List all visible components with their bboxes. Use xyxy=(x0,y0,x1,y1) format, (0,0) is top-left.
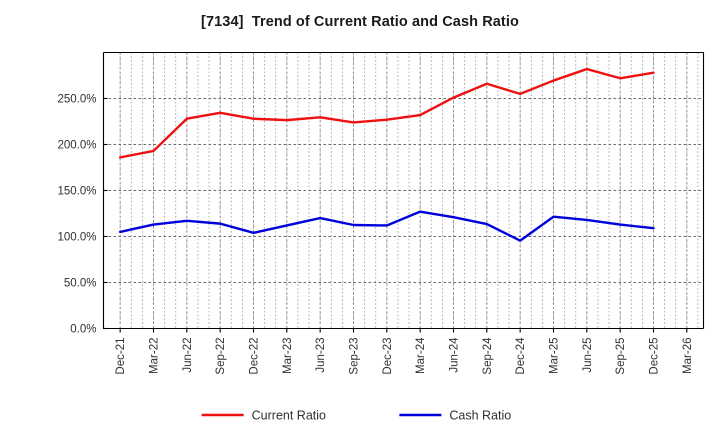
x-axis-tick-label: Mar-22 xyxy=(149,338,161,374)
y-axis-tick-label: 250.0% xyxy=(57,94,96,106)
y-axis-tick-label: 100.0% xyxy=(57,232,96,244)
x-axis-tick-label: Jun-25 xyxy=(582,338,594,373)
x-axis-tick-label: Dec-24 xyxy=(515,337,527,375)
x-axis-tick-label: Mar-23 xyxy=(282,338,294,374)
y-axis-tick-label: 50.0% xyxy=(64,278,97,290)
x-axis-tick-label: Mar-26 xyxy=(682,338,694,374)
x-axis-tick-label: Dec-21 xyxy=(115,338,127,375)
data-series-group xyxy=(118,67,655,242)
x-axis-tick-label: Sep-24 xyxy=(482,337,494,375)
y-axis-tick-label: 0.0% xyxy=(70,324,96,336)
series-line-cash-ratio xyxy=(118,210,655,242)
x-axis-tick-label: Sep-25 xyxy=(615,338,627,375)
x-axis-tick-label: Sep-23 xyxy=(349,338,361,375)
legend-label: Cash Ratio xyxy=(449,409,511,423)
y-tick-marks xyxy=(103,97,108,330)
x-axis-tick-label: Mar-25 xyxy=(549,338,561,374)
x-axis-tick-label: Mar-24 xyxy=(415,337,427,374)
y-axis-tick-label: 200.0% xyxy=(57,140,96,152)
chart-title: [7134] Trend of Current Ratio and Cash R… xyxy=(201,14,519,30)
legend-item-cash-ratio[interactable]: Cash Ratio xyxy=(399,409,511,423)
x-axis-tick-label: Jun-23 xyxy=(315,338,327,373)
x-axis-tick-label: Dec-22 xyxy=(249,338,261,375)
legend-item-current-ratio[interactable]: Current Ratio xyxy=(201,409,326,423)
y-axis-tick-label: 150.0% xyxy=(57,186,96,198)
y-axis-labels: 0.0% 50.0% 100.0% 150.0% 200.0% 250.0% xyxy=(57,94,96,336)
x-axis-tick-label: Jun-24 xyxy=(449,337,461,373)
x-tick-marks xyxy=(119,328,688,333)
legend-label: Current Ratio xyxy=(252,409,326,423)
x-axis-tick-label: Dec-25 xyxy=(649,338,661,375)
series-line-current-ratio xyxy=(118,67,655,159)
x-axis-tick-label: Sep-22 xyxy=(215,338,227,375)
x-axis-labels: Dec-21 Mar-22 Jun-22 Sep-22 Dec-22 Mar-23 Jun-… xyxy=(115,337,694,375)
chart-legend: Current Ratio Cash Ratio xyxy=(201,409,511,423)
major-horizontal-gridlines xyxy=(103,98,704,283)
x-axis-tick-label: Jun-22 xyxy=(182,338,194,373)
x-axis-tick-label: Dec-23 xyxy=(382,338,394,375)
